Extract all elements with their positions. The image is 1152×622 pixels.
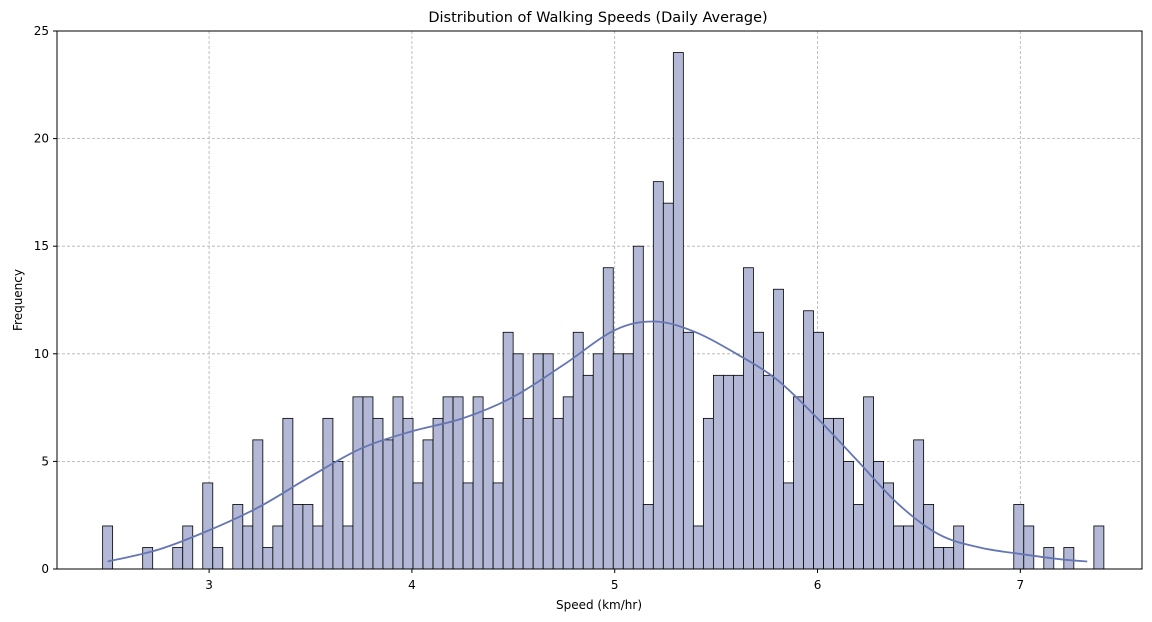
x-tick-label: 7	[1016, 578, 1024, 592]
bars-group	[102, 52, 1105, 570]
histogram-bar	[602, 267, 614, 570]
histogram-bar	[142, 547, 154, 570]
x-tick-label: 6	[814, 578, 822, 592]
histogram-bar	[302, 504, 314, 570]
x-axis-ticks: 3 4 5 6 7	[205, 569, 1024, 592]
histogram-bar	[923, 504, 935, 570]
histogram-bar	[823, 417, 834, 570]
histogram-bar	[652, 181, 664, 570]
histogram-bar	[592, 353, 604, 570]
histogram-bar	[232, 504, 244, 570]
histogram-bar	[212, 547, 224, 570]
y-axis-ticks: 0 5 10 15 20 25	[34, 24, 57, 576]
histogram-bar	[622, 353, 634, 570]
histogram-bar	[813, 331, 824, 570]
x-tick-label: 4	[408, 578, 416, 592]
histogram-bar	[542, 353, 554, 570]
histogram-bar	[242, 525, 254, 570]
histogram-bar	[422, 439, 434, 570]
histogram-bar	[953, 525, 965, 570]
histogram-bar	[392, 396, 404, 570]
histogram-bar	[743, 267, 754, 570]
y-tick-label: 10	[34, 347, 49, 361]
histogram-bar	[432, 417, 444, 570]
histogram-bar	[893, 525, 905, 570]
histogram-bar	[612, 353, 624, 570]
histogram-bar	[712, 374, 724, 570]
histogram-bar	[182, 525, 194, 570]
histogram-bar	[532, 353, 544, 570]
y-tick-label: 15	[34, 239, 49, 253]
histogram-bar	[933, 547, 945, 570]
histogram-bar	[362, 396, 374, 570]
chart-title: Distribution of Walking Speeds (Daily Av…	[428, 10, 767, 26]
histogram-bar	[252, 439, 264, 570]
histogram-bar	[1063, 547, 1075, 570]
histogram-bar	[402, 417, 414, 570]
histogram-bar	[843, 460, 854, 570]
histogram-bar	[662, 202, 674, 570]
histogram-bar	[482, 417, 494, 570]
kde-curve-group	[107, 320, 1088, 563]
x-tick-label: 3	[205, 578, 213, 592]
histogram-bar	[853, 504, 864, 570]
histogram-bar	[452, 396, 464, 570]
histogram-bar	[322, 417, 334, 570]
histogram-bar	[763, 374, 774, 570]
histogram-bar	[582, 374, 594, 570]
y-tick-label: 5	[41, 454, 49, 468]
histogram-bar	[462, 482, 474, 570]
histogram-bar	[913, 439, 925, 570]
histogram-bar	[642, 504, 654, 570]
histogram-bar	[382, 439, 394, 570]
y-axis-label: Frequency	[11, 269, 25, 331]
histogram-bar	[632, 245, 644, 570]
histogram-bar	[332, 460, 344, 570]
histogram-bar	[773, 288, 784, 570]
histogram-bar	[943, 547, 955, 570]
histogram-bar	[172, 547, 184, 570]
histogram-bar	[793, 396, 804, 570]
y-tick-label: 20	[34, 132, 49, 146]
y-tick-label: 25	[34, 24, 49, 38]
histogram-bar	[272, 525, 284, 570]
histogram-bar	[262, 547, 274, 570]
histogram-bar	[572, 331, 584, 570]
histogram-bar	[512, 353, 524, 570]
histogram-bar	[873, 460, 884, 570]
histogram-bar	[682, 331, 694, 570]
histogram-bar	[412, 482, 424, 570]
histogram-bar	[863, 396, 874, 570]
histogram-bar	[502, 331, 514, 570]
histogram-bar	[522, 417, 534, 570]
histogram-bar	[472, 396, 484, 570]
histogram-bar	[352, 396, 364, 570]
histogram-bar	[1013, 504, 1025, 570]
histogram-bar	[1023, 525, 1035, 570]
histogram-bar	[1093, 525, 1105, 570]
x-axis-label: Speed (km/hr)	[556, 598, 642, 612]
x-tick-label: 5	[611, 578, 619, 592]
histogram-bar	[552, 417, 564, 570]
kde-line	[107, 320, 1088, 563]
histogram-bar	[202, 482, 214, 570]
histogram-bar	[702, 417, 714, 570]
histogram-bar	[492, 482, 504, 570]
histogram-bar	[803, 310, 814, 570]
histogram-bar	[102, 525, 114, 570]
histogram-bar	[312, 525, 324, 570]
histogram-bar	[723, 374, 734, 570]
histogram-bar	[562, 396, 574, 570]
histogram-bar	[733, 374, 744, 570]
histogram-bar	[783, 482, 794, 570]
histogram-bar	[672, 52, 684, 570]
histogram-bar	[342, 525, 354, 570]
histogram-bar	[282, 417, 294, 570]
histogram-bar	[292, 504, 304, 570]
plot-frame	[56, 30, 1143, 570]
y-tick-label: 0	[41, 562, 49, 576]
histogram-bar	[692, 525, 704, 570]
histogram-bar	[903, 525, 915, 570]
